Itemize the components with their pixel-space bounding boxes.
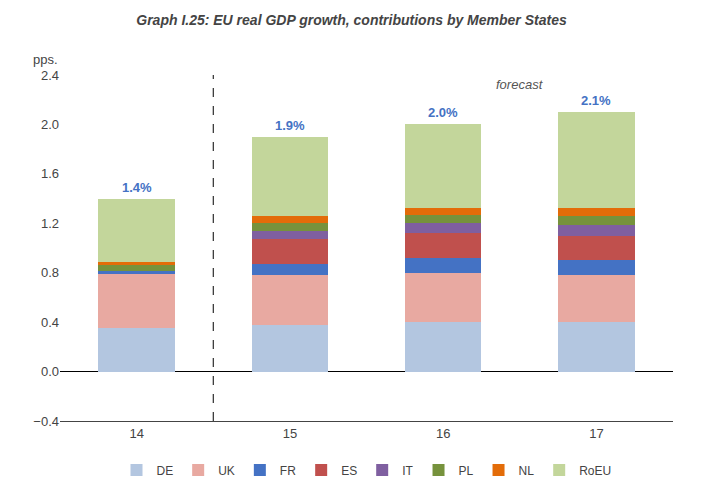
svg-text:1.4%: 1.4% [122,180,152,195]
svg-text:17: 17 [589,426,603,441]
svg-text:RoEU: RoEU [579,464,611,478]
svg-text:2.0%: 2.0% [428,105,458,120]
svg-text:16: 16 [436,426,450,441]
svg-text:PL: PL [459,464,474,478]
svg-text:1.2: 1.2 [41,216,59,231]
svg-text:0.0: 0.0 [41,364,59,379]
svg-text:1.6: 1.6 [41,166,59,181]
svg-text:0.4: 0.4 [41,315,59,330]
svg-text:14: 14 [129,426,143,441]
svg-text:FR: FR [280,464,296,478]
svg-text:2.4: 2.4 [41,68,59,83]
svg-text:forecast: forecast [496,77,544,92]
svg-text:2.1%: 2.1% [581,93,611,108]
svg-text:−0.4: −0.4 [33,414,59,429]
svg-text:2.0: 2.0 [41,117,59,132]
svg-text:15: 15 [283,426,297,441]
svg-text:0.8: 0.8 [41,265,59,280]
svg-text:NL: NL [519,464,535,478]
svg-text:pps.: pps. [33,52,58,67]
svg-text:IT: IT [402,464,413,478]
svg-text:UK: UK [218,464,235,478]
svg-text:1.9%: 1.9% [275,118,305,133]
svg-text:ES: ES [341,464,357,478]
svg-text:Graph I.25: EU real GDP growth: Graph I.25: EU real GDP growth, contribu… [136,12,567,28]
svg-text:DE: DE [157,464,174,478]
